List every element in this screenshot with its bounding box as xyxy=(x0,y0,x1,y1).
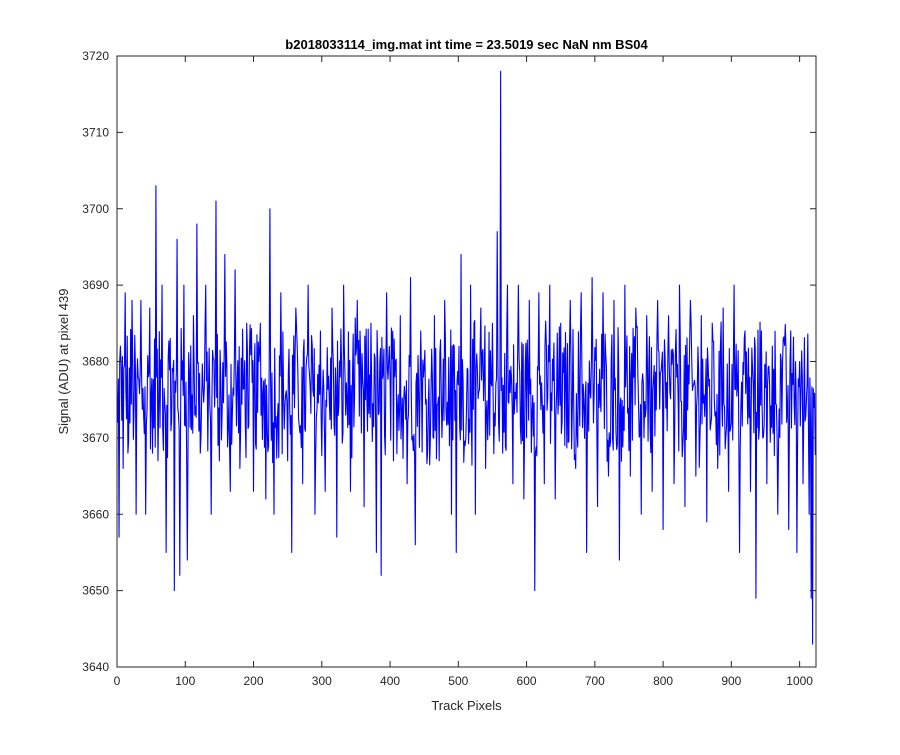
y-tick-label: 3720 xyxy=(82,49,109,63)
y-tick-label: 3680 xyxy=(82,355,109,369)
x-tick-label: 300 xyxy=(312,674,332,688)
y-axis-label: Signal (ADU) at pixel 439 xyxy=(56,289,71,435)
x-axis-label: Track Pixels xyxy=(431,698,502,713)
plot-background xyxy=(117,56,816,667)
series-layer xyxy=(117,70,817,645)
y-tick-label: 3710 xyxy=(82,125,109,139)
x-tick-label: 800 xyxy=(653,674,673,688)
chart-title: b2018033114_img.mat int time = 23.5019 s… xyxy=(285,37,648,52)
x-tick-label: 700 xyxy=(585,674,605,688)
y-tick-label: 3640 xyxy=(82,660,109,674)
x-tick-label: 500 xyxy=(448,674,468,688)
x-axis: 0 100 200 300 400 500 600 700 800 900 1000 xyxy=(114,56,813,688)
y-axis: 3640 3650 3660 3670 3680 3690 3700 3710 3720 xyxy=(82,49,816,674)
y-tick-label: 3700 xyxy=(82,202,109,216)
x-tick-label: 0 xyxy=(114,674,121,688)
x-tick-label: 400 xyxy=(380,674,400,688)
x-tick-label: 100 xyxy=(175,674,195,688)
y-tick-label: 3650 xyxy=(82,584,109,598)
y-tick-label: 3670 xyxy=(82,431,109,445)
y-tick-label: 3690 xyxy=(82,278,109,292)
x-tick-label: 200 xyxy=(244,674,264,688)
x-tick-label: 1000 xyxy=(786,674,813,688)
x-tick-label: 600 xyxy=(517,674,537,688)
x-tick-label: 900 xyxy=(721,674,741,688)
signal-series-line xyxy=(117,70,817,645)
y-tick-label: 3660 xyxy=(82,507,109,521)
